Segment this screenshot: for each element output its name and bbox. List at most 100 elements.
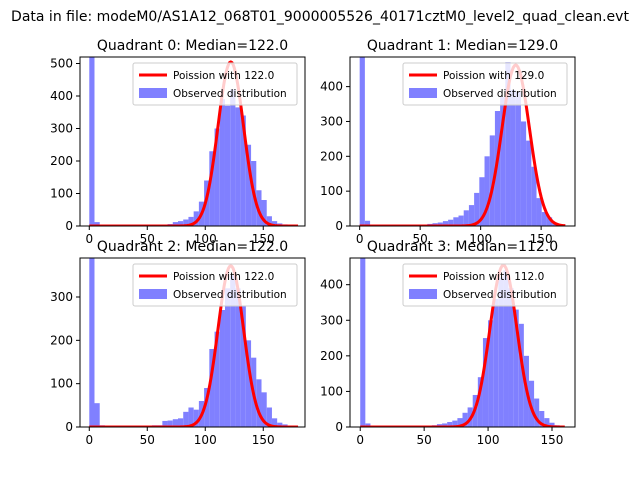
histogram-bar bbox=[277, 422, 283, 427]
histogram-bar bbox=[89, 57, 95, 226]
y-tick-label: 100 bbox=[320, 384, 343, 398]
histogram-bar bbox=[479, 177, 485, 226]
y-tick-label: 0 bbox=[335, 420, 343, 434]
histogram-bar bbox=[463, 210, 469, 226]
histogram-bar bbox=[503, 270, 509, 427]
legend-entry-hist: Observed distribution bbox=[173, 289, 287, 301]
y-tick-label: 0 bbox=[335, 219, 343, 233]
x-tick-label: 150 bbox=[530, 232, 553, 246]
histogram-bar bbox=[458, 215, 464, 226]
histogram-bar bbox=[544, 418, 550, 427]
legend: Poission with 112.0 Observed distribution bbox=[402, 263, 568, 307]
y-tick-label: 200 bbox=[320, 149, 343, 163]
histogram-bar bbox=[266, 407, 272, 427]
axes-frame bbox=[349, 257, 576, 428]
y-tick-label: 300 bbox=[50, 290, 73, 304]
histogram-bar bbox=[230, 275, 236, 427]
y-tick-label: 200 bbox=[50, 154, 73, 168]
histogram-bar bbox=[541, 212, 547, 226]
y-tick-label: 0 bbox=[65, 219, 73, 233]
histogram-bar bbox=[453, 217, 459, 226]
x-tick-label: 150 bbox=[541, 433, 564, 447]
axes-frame bbox=[349, 56, 576, 227]
histogram-bar bbox=[219, 310, 225, 427]
x-tick-label: 50 bbox=[417, 433, 432, 447]
x-tick-label: 50 bbox=[140, 433, 155, 447]
histogram-bar bbox=[256, 379, 262, 427]
poisson-fit-line bbox=[360, 263, 565, 427]
histogram-bar bbox=[437, 222, 443, 226]
chart-panel-2: 0 50 100 150 0 100 200 300 Quadrant 2: Median=12… bbox=[50, 239, 306, 447]
histogram-bar bbox=[365, 423, 371, 427]
legend-box bbox=[132, 263, 298, 307]
x-tick-label: 100 bbox=[194, 232, 217, 246]
y-tick-label: 100 bbox=[50, 377, 73, 391]
histogram-bar bbox=[526, 140, 532, 226]
histogram-bar bbox=[360, 258, 366, 427]
histogram-bar bbox=[224, 105, 231, 226]
histogram-bar bbox=[183, 219, 189, 226]
histogram-bar bbox=[89, 258, 95, 427]
x-tick-label: 0 bbox=[85, 433, 93, 447]
chart-title: Quadrant 3: Median=112.0 bbox=[367, 239, 558, 255]
histogram-bar bbox=[240, 305, 246, 427]
histogram-bar bbox=[162, 420, 168, 427]
legend-patch-swatch bbox=[139, 289, 167, 299]
y-tick-label: 400 bbox=[320, 278, 343, 292]
histogram-bar bbox=[488, 320, 494, 427]
histogram-bar bbox=[482, 338, 489, 427]
histogram-bar bbox=[167, 420, 173, 427]
y-tick-label: 400 bbox=[50, 89, 73, 103]
histogram-bar bbox=[94, 222, 100, 226]
x-tick-label: 50 bbox=[413, 232, 428, 246]
histogram-bar bbox=[240, 115, 246, 226]
histogram-bar bbox=[178, 221, 184, 226]
histogram-bar bbox=[214, 128, 220, 226]
x-tick-label: 0 bbox=[85, 232, 93, 246]
histogram-bar bbox=[261, 392, 267, 427]
y-tick-label: 300 bbox=[50, 122, 73, 136]
histogram-bar bbox=[457, 418, 463, 427]
histogram-bar bbox=[447, 422, 453, 427]
y-tick-label: 400 bbox=[320, 80, 343, 94]
y-tick-label: 300 bbox=[320, 114, 343, 128]
histogram-bar bbox=[549, 422, 555, 427]
histogram-bar bbox=[245, 340, 252, 427]
histogram-bar bbox=[224, 288, 231, 427]
plot-area bbox=[88, 57, 299, 226]
y-tick-label: 200 bbox=[50, 333, 73, 347]
histogram-bar bbox=[508, 288, 514, 427]
histogram-bar bbox=[271, 418, 278, 427]
legend-entry-fit: Poission with 122.0 bbox=[173, 70, 274, 82]
legend-entry-fit: Poission with 122.0 bbox=[173, 271, 274, 283]
chart-title: Quadrant 0: Median=122.0 bbox=[97, 38, 288, 54]
histogram-bar bbox=[209, 151, 215, 226]
histogram-bar bbox=[493, 298, 499, 427]
legend-patch-swatch bbox=[409, 289, 437, 299]
histogram-bar bbox=[183, 411, 189, 427]
histogram-bar bbox=[539, 410, 545, 427]
legend: Poission with 122.0 Observed distribution bbox=[132, 62, 298, 106]
histogram-bar bbox=[261, 200, 267, 226]
x-tick-label: 150 bbox=[252, 232, 275, 246]
histogram-bar bbox=[359, 57, 365, 226]
histogram-bar bbox=[209, 349, 215, 427]
histogram-bar bbox=[94, 403, 100, 427]
histogram-bar bbox=[172, 419, 178, 427]
poisson-fit-line bbox=[88, 60, 299, 226]
legend-box bbox=[402, 263, 568, 307]
histogram-bar bbox=[536, 198, 542, 226]
histogram-bar bbox=[515, 91, 521, 226]
histogram-bar bbox=[230, 89, 236, 226]
axes-frame bbox=[79, 56, 306, 227]
x-tick-label: 50 bbox=[140, 232, 155, 246]
legend-patch-swatch bbox=[409, 88, 437, 98]
histogram-bar bbox=[193, 211, 199, 226]
histogram-bar bbox=[531, 166, 537, 226]
legend-box bbox=[132, 62, 298, 106]
histogram-bar bbox=[500, 97, 506, 226]
histogram-bar bbox=[172, 222, 178, 226]
plot-area bbox=[88, 258, 299, 427]
